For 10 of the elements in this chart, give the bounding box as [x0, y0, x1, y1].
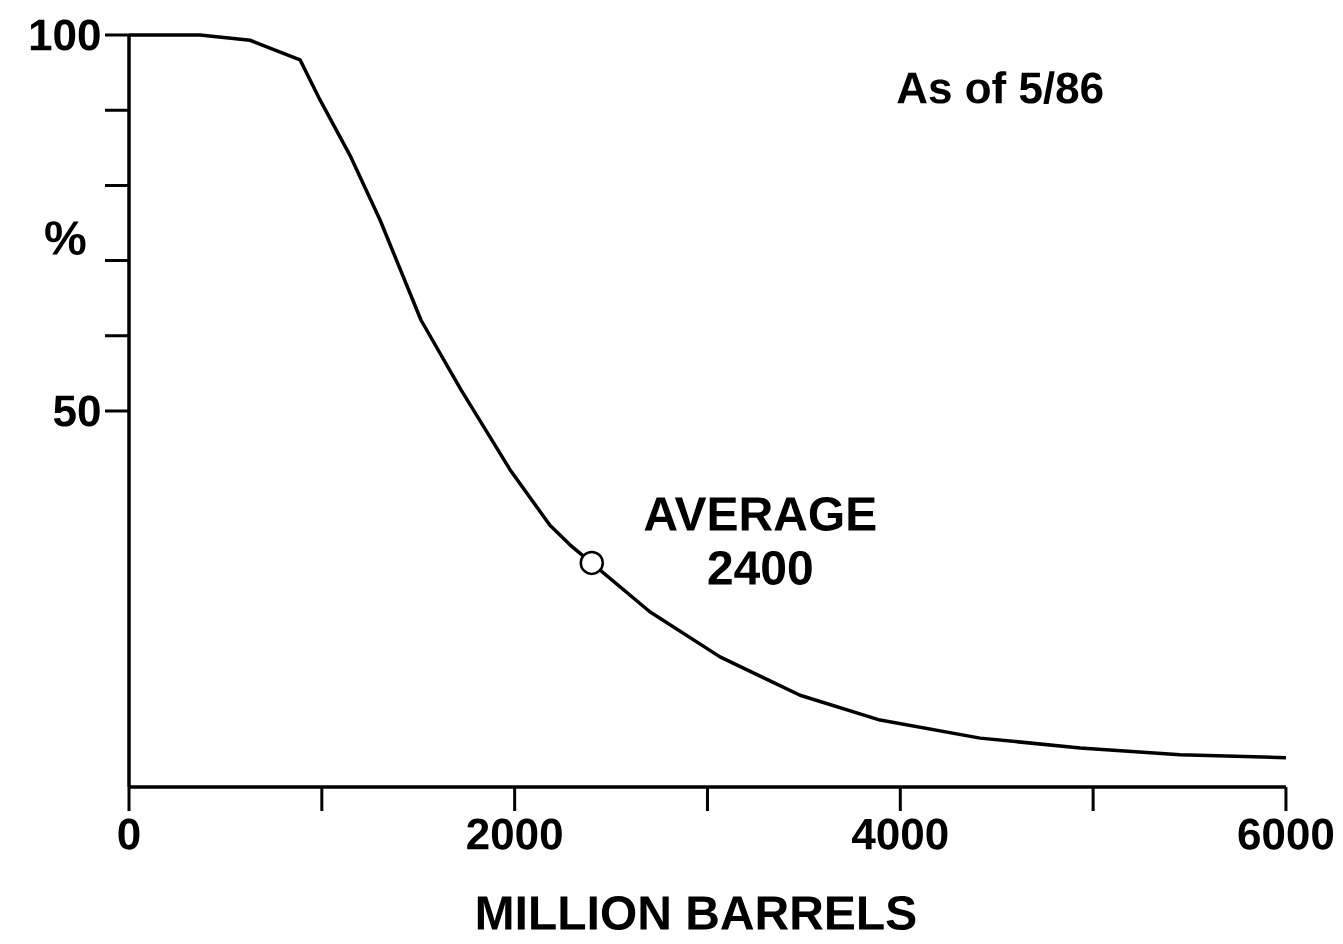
y-tick-label: 100: [30, 19, 100, 51]
annotation: As of 5/86: [897, 71, 1103, 105]
y-axis-title: %: [45, 221, 86, 255]
x-tick-label: 4000: [852, 818, 948, 850]
y-tick-label: 50: [53, 395, 100, 427]
x-tick-label: 6000: [1238, 818, 1334, 850]
x-tick-label: 0: [118, 818, 140, 850]
x-tick-label: 2000: [467, 818, 562, 850]
annotation: AVERAGE 2400: [644, 496, 876, 585]
x-axis-title: MILLION BARRELS: [477, 896, 916, 930]
